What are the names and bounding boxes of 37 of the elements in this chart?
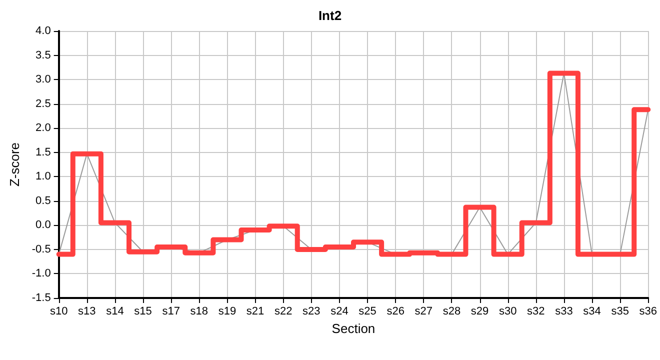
x-tick-label: s30 <box>498 306 517 318</box>
y-tick-label: -1.0 <box>32 268 51 280</box>
x-tick-label: s23 <box>302 306 320 318</box>
x-tick-label: s17 <box>162 306 180 318</box>
x-tick-label: s26 <box>386 306 404 318</box>
y-tick-label: 2.0 <box>36 122 51 134</box>
y-tick-label: 4.0 <box>36 25 51 37</box>
y-tick-label: 1.0 <box>36 170 51 183</box>
x-tick-label: s15 <box>134 306 152 318</box>
x-tick-label: s28 <box>442 306 461 318</box>
x-tick-label: s35 <box>611 306 629 318</box>
x-tick-label: s33 <box>555 306 573 318</box>
y-tick-label: 0.5 <box>36 194 51 207</box>
x-tick-label: s13 <box>78 306 96 318</box>
x-tick-label: s14 <box>106 306 124 318</box>
y-axis-title: Z-score <box>7 142 22 187</box>
x-tick-label: s10 <box>50 306 68 318</box>
y-tick-label: 0.0 <box>36 219 51 232</box>
y-tick-label: 3.5 <box>36 49 51 62</box>
x-tick-label: s24 <box>330 306 348 318</box>
x-tick-label: s21 <box>246 306 264 318</box>
y-tick-label: 2.5 <box>36 98 51 110</box>
x-tick-label: s25 <box>358 306 376 318</box>
y-tick-label: 3.0 <box>36 74 51 86</box>
chart-title: Int2 <box>318 8 342 23</box>
x-tick-label: s29 <box>470 306 489 318</box>
x-tick-label: s22 <box>274 306 292 318</box>
x-tick-label: s32 <box>527 306 545 318</box>
x-axis-title: Section <box>332 321 376 336</box>
y-tick-label: -0.5 <box>32 243 51 256</box>
x-tick-label: s34 <box>583 306 601 318</box>
x-tick-label: s19 <box>218 306 236 318</box>
x-tick-label: s18 <box>190 306 208 318</box>
y-tick-label: 1.5 <box>36 146 51 158</box>
x-tick-label: s27 <box>414 306 433 318</box>
y-tick-label: -1.5 <box>32 292 51 304</box>
x-tick-label: s36 <box>639 306 658 318</box>
